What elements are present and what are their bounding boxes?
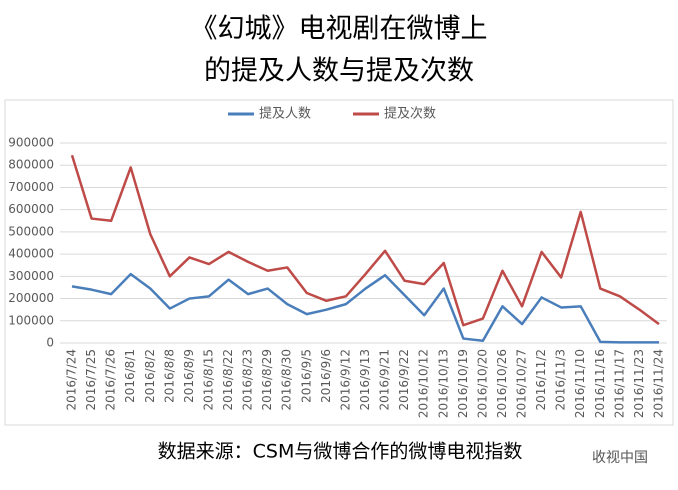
x-tick-label: 2016/7/26 — [104, 349, 118, 411]
x-tick-label: 2016/8/29 — [260, 349, 274, 411]
y-tick-label: 900000 — [8, 136, 54, 150]
plot-frame — [4, 99, 674, 426]
x-tick-label: 2016/11/10 — [573, 349, 587, 418]
x-tick-label: 2016/8/1 — [123, 349, 137, 403]
x-tick-label: 2016/9/5 — [299, 349, 313, 403]
y-tick-label: 300000 — [8, 269, 54, 283]
x-tick-label: 2016/8/9 — [182, 349, 196, 403]
x-tick-label: 2016/10/12 — [417, 349, 431, 418]
x-tick-label: 2016/9/22 — [397, 349, 411, 411]
y-tick-label: 200000 — [8, 291, 54, 305]
legend-label: 提及次数 — [384, 106, 436, 122]
chart-title: 的提及人数与提及次数 — [204, 56, 474, 87]
series-line — [70, 154, 660, 327]
x-tick-label: 2016/10/13 — [436, 349, 450, 418]
x-tick-label: 2016/11/3 — [554, 349, 568, 411]
x-tick-label: 2016/7/24 — [65, 349, 79, 411]
x-tick-label: 2016/11/17 — [612, 349, 626, 418]
y-tick-label: 100000 — [8, 313, 54, 327]
x-tick-label: 2016/8/2 — [143, 349, 157, 403]
x-tick-label: 2016/9/6 — [319, 349, 333, 403]
x-tick-label: 2016/10/19 — [456, 349, 470, 418]
x-tick-label: 2016/10/26 — [495, 349, 509, 418]
x-tick-label: 2016/8/30 — [280, 349, 294, 411]
y-tick-label: 0 — [46, 336, 54, 350]
x-tick-label: 2016/11/23 — [632, 349, 646, 418]
x-tick-label: 2016/10/27 — [515, 349, 529, 418]
y-tick-label: 800000 — [8, 158, 54, 172]
x-tick-label: 2016/8/22 — [221, 349, 235, 411]
legend-label: 提及人数 — [259, 106, 311, 122]
y-tick-label: 500000 — [8, 224, 54, 238]
chart-title: 《幻城》电视剧在微博上 — [191, 14, 488, 45]
x-tick-label: 2016/9/13 — [358, 349, 372, 411]
x-tick-label: 2016/9/12 — [338, 349, 352, 411]
x-tick-label: 2016/10/20 — [475, 349, 489, 418]
x-tick-label: 2016/8/15 — [201, 349, 215, 411]
y-tick-label: 600000 — [8, 202, 54, 216]
watermark: 收视中国 — [592, 450, 648, 466]
x-tick-label: 2016/11/2 — [534, 349, 548, 411]
source-note: 数据来源：CSM与微博合作的微博电视指数 — [158, 441, 523, 463]
x-tick-label: 2016/11/24 — [652, 349, 666, 418]
x-tick-label: 2016/11/16 — [593, 349, 607, 418]
y-tick-label: 400000 — [8, 247, 54, 261]
x-tick-label: 2016/8/8 — [162, 349, 176, 403]
y-tick-label: 700000 — [8, 180, 54, 194]
x-tick-label: 2016/7/25 — [84, 349, 98, 411]
x-tick-label: 2016/8/23 — [241, 349, 255, 411]
series-line — [71, 272, 659, 344]
x-tick-label: 2016/9/21 — [378, 349, 392, 411]
